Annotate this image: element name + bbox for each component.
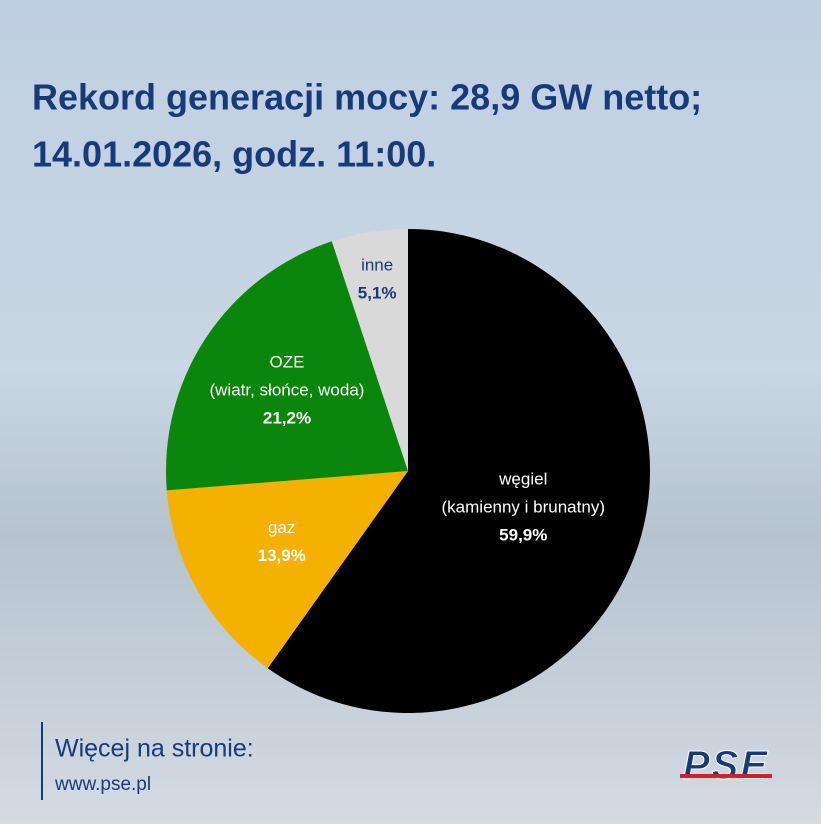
value-label: 5,1%	[358, 283, 397, 302]
value-label: 21,2%	[263, 408, 311, 427]
category-label: OZE	[269, 352, 304, 371]
value-label: 13,9%	[258, 546, 306, 565]
pie: węgiel (kamienny i brunatny) 59,9% gaz 13,9%…	[166, 229, 651, 713]
pie-slice	[166, 241, 408, 491]
value-label: 59,9%	[499, 525, 547, 544]
category-label: gaz	[268, 518, 295, 537]
pie-slice	[166, 471, 408, 669]
title-line: Rekord generacji mocy: 28,9 GW netto;	[32, 77, 702, 118]
category-note: (kamienny i brunatny)	[442, 497, 605, 516]
category-note: (wiatr, słońce, woda)	[209, 380, 364, 399]
category-label: inne	[361, 255, 393, 274]
pie-slice	[331, 229, 408, 471]
category-label: węgiel	[498, 469, 547, 488]
logo: PSE	[683, 744, 769, 788]
footer-text: Więcej na stronie:	[55, 735, 254, 763]
footer-url[interactable]: www.pse.pl	[54, 774, 151, 795]
title-line: 14.01.2026, godz. 11:00.	[32, 134, 436, 175]
pie-slice	[267, 229, 651, 713]
